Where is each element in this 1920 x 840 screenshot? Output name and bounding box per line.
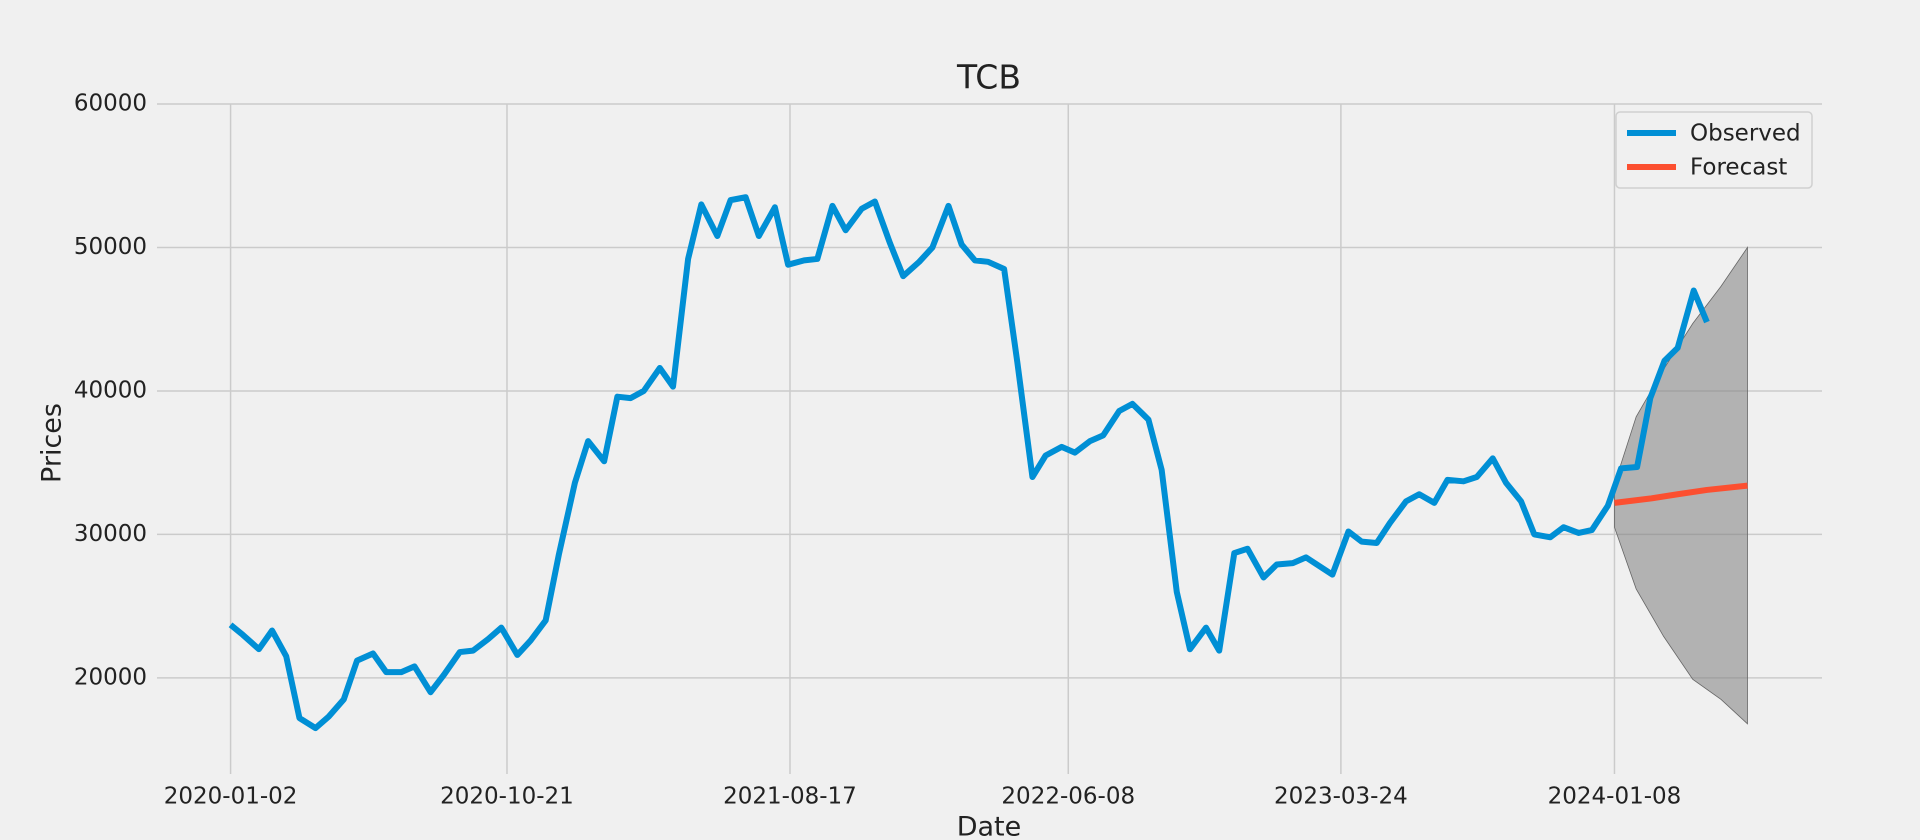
x-tick-label: 2020-01-02 — [164, 784, 298, 810]
y-tick-label: 40000 — [74, 377, 147, 403]
legend-label: Observed — [1690, 121, 1801, 147]
y-tick-label: 20000 — [74, 664, 147, 690]
legend-label: Forecast — [1690, 155, 1787, 181]
chart-title: TCB — [956, 58, 1021, 97]
line-series — [1614, 482, 1748, 506]
x-tick-label: 2024-01-08 — [1548, 784, 1682, 810]
y-axis-label: Prices — [37, 403, 68, 483]
y-tick-label: 30000 — [74, 521, 147, 547]
x-tick-label: 2023-03-24 — [1274, 784, 1408, 810]
plot-area — [228, 194, 1748, 732]
line-series — [228, 194, 1710, 732]
x-tick-label: 2020-10-21 — [440, 784, 574, 810]
x-axis-label: Date — [957, 812, 1022, 840]
legend: Observed Forecast — [1615, 111, 1813, 189]
x-tick-label: 2022-06-08 — [1001, 784, 1135, 810]
grid — [157, 103, 1822, 774]
y-tick-label: 60000 — [74, 91, 147, 117]
x-tick-label: 2021-08-17 — [723, 784, 857, 810]
y-tick-label: 50000 — [74, 234, 147, 260]
